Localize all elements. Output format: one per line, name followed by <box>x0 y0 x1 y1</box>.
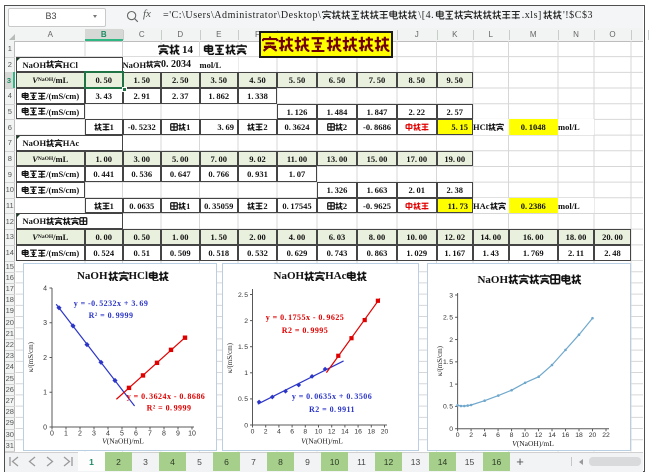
svg-text:22: 22 <box>602 432 610 439</box>
svg-text:8: 8 <box>162 431 166 438</box>
svg-text:2: 2 <box>263 429 267 436</box>
svg-text:y = 0. 1755x - 0. 9625: y = 0. 1755x - 0. 9625 <box>265 313 343 322</box>
svg-text:1: 1 <box>64 431 68 438</box>
svg-text:1: 1 <box>244 370 248 377</box>
svg-text:3: 3 <box>43 320 47 327</box>
svg-text:12: 12 <box>535 432 543 439</box>
svg-text:3: 3 <box>92 431 96 438</box>
svg-text:2: 2 <box>78 431 82 438</box>
svg-text:8: 8 <box>510 432 514 439</box>
svg-text:V(NaOH)/mL: V(NaOH)/mL <box>512 439 554 448</box>
svg-text:0: 0 <box>449 426 453 433</box>
svg-text:4: 4 <box>483 432 487 439</box>
svg-text:16: 16 <box>562 432 570 439</box>
svg-text:R2 = 0. 9995: R2 = 0. 9995 <box>281 326 327 335</box>
svg-text:R2 = 0. 9911: R2 = 0. 9911 <box>309 405 355 414</box>
svg-text:18: 18 <box>367 429 375 436</box>
svg-text:0. 5: 0. 5 <box>237 396 247 403</box>
svg-text:6: 6 <box>134 431 138 438</box>
svg-text:y = -0. 5232x + 3. 69: y = -0. 5232x + 3. 69 <box>74 299 149 308</box>
svg-text:4: 4 <box>277 429 281 436</box>
svg-text:10: 10 <box>188 431 196 438</box>
svg-text:4: 4 <box>106 431 110 438</box>
svg-text:14: 14 <box>548 432 556 439</box>
svg-text:9: 9 <box>176 431 180 438</box>
svg-text:1. 5: 1. 5 <box>443 359 453 366</box>
svg-text:V(NaOH)/mL: V(NaOH)/mL <box>301 437 343 446</box>
svg-text:10: 10 <box>314 429 322 436</box>
svg-text:2: 2 <box>469 432 473 439</box>
svg-text:0. 5: 0. 5 <box>443 404 453 411</box>
svg-text:0: 0 <box>250 429 254 436</box>
svg-text:y = 0. 0635x + 0. 3506: y = 0. 0635x + 0. 3506 <box>291 392 371 401</box>
svg-text:20: 20 <box>589 432 597 439</box>
svg-text:κ/(mS/cm): κ/(mS/cm) <box>226 342 234 373</box>
svg-text:2: 2 <box>43 355 47 362</box>
svg-text:8: 8 <box>303 429 307 436</box>
svg-text:14: 14 <box>341 429 349 436</box>
svg-text:0: 0 <box>456 432 460 439</box>
svg-text:18: 18 <box>575 432 583 439</box>
svg-text:κ/(mS/cm): κ/(mS/cm) <box>27 341 35 372</box>
svg-text:0: 0 <box>50 431 54 438</box>
svg-text:1: 1 <box>449 381 453 388</box>
svg-text:y = 0. 3624x - 0. 8686: y = 0. 3624x - 0. 8686 <box>127 392 205 401</box>
svg-text:2: 2 <box>449 337 453 344</box>
svg-text:2: 2 <box>244 318 248 325</box>
svg-text:6: 6 <box>290 429 294 436</box>
svg-text:1: 1 <box>43 390 47 397</box>
svg-text:2. 5: 2. 5 <box>237 292 247 299</box>
svg-text:10: 10 <box>521 432 529 439</box>
svg-text:R² = 0. 9999: R² = 0. 9999 <box>147 404 192 413</box>
svg-text:20: 20 <box>380 429 388 436</box>
svg-text:0: 0 <box>244 422 248 429</box>
svg-text:1. 5: 1. 5 <box>237 344 247 351</box>
svg-text:6: 6 <box>496 432 500 439</box>
svg-text:16: 16 <box>354 429 362 436</box>
svg-text:0: 0 <box>43 424 47 431</box>
svg-text:12: 12 <box>327 429 335 436</box>
svg-text:4: 4 <box>43 285 47 292</box>
svg-text:5: 5 <box>120 431 124 438</box>
svg-text:R² = 0. 9999: R² = 0. 9999 <box>89 311 134 320</box>
svg-text:3: 3 <box>449 292 453 299</box>
svg-text:V(NaOH)/mL: V(NaOH)/mL <box>102 437 144 446</box>
svg-text:2. 5: 2. 5 <box>443 315 453 322</box>
svg-text:κ/(mS/cm): κ/(mS/cm) <box>436 345 444 376</box>
svg-text:7: 7 <box>148 431 152 438</box>
